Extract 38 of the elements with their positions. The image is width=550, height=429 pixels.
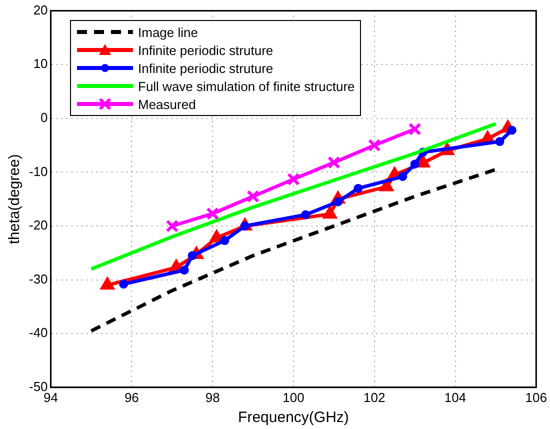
point — [246, 190, 260, 203]
legend-label: Full wave simulation of finite structure — [138, 78, 355, 94]
point — [180, 266, 189, 275]
y-tick-label: -30 — [28, 271, 48, 286]
point — [495, 137, 504, 146]
line-series — [89, 168, 498, 333]
x-tick-label: 102 — [364, 390, 386, 405]
x-tick-label: 100 — [282, 390, 304, 405]
x-tick-label: 96 — [124, 390, 139, 405]
x-tick-label: 104 — [444, 390, 466, 405]
y-tick-label: 20 — [33, 2, 48, 18]
point — [368, 138, 381, 152]
point — [408, 122, 422, 136]
point — [166, 220, 179, 232]
y-tick-label: 0 — [40, 110, 48, 125]
point — [327, 156, 340, 169]
x-tick-label: 106 — [525, 390, 548, 405]
x-axis-title: Frequency(GHz) — [238, 409, 349, 426]
point — [188, 251, 197, 260]
y-tick-label: -20 — [28, 218, 48, 233]
point — [206, 207, 220, 220]
point — [354, 184, 363, 193]
y-tick-label: 10 — [33, 56, 48, 72]
legend-label: Measured — [138, 96, 196, 112]
point — [119, 280, 128, 289]
y-axis-title: theta(degree) — [6, 154, 24, 244]
point — [287, 172, 300, 186]
point — [410, 160, 420, 169]
x-tick-label: 98 — [205, 390, 220, 405]
point — [301, 210, 310, 220]
point — [398, 172, 408, 182]
point — [220, 236, 230, 246]
y-tick-label: -50 — [28, 378, 48, 394]
legend-label: Infinite periodic struture — [138, 42, 274, 58]
legend-label: Infinite periodic struture — [138, 60, 274, 76]
legend-label: Image line — [138, 24, 198, 40]
y-tick-label: -40 — [28, 325, 48, 340]
y-tick-label: -10 — [28, 164, 48, 179]
